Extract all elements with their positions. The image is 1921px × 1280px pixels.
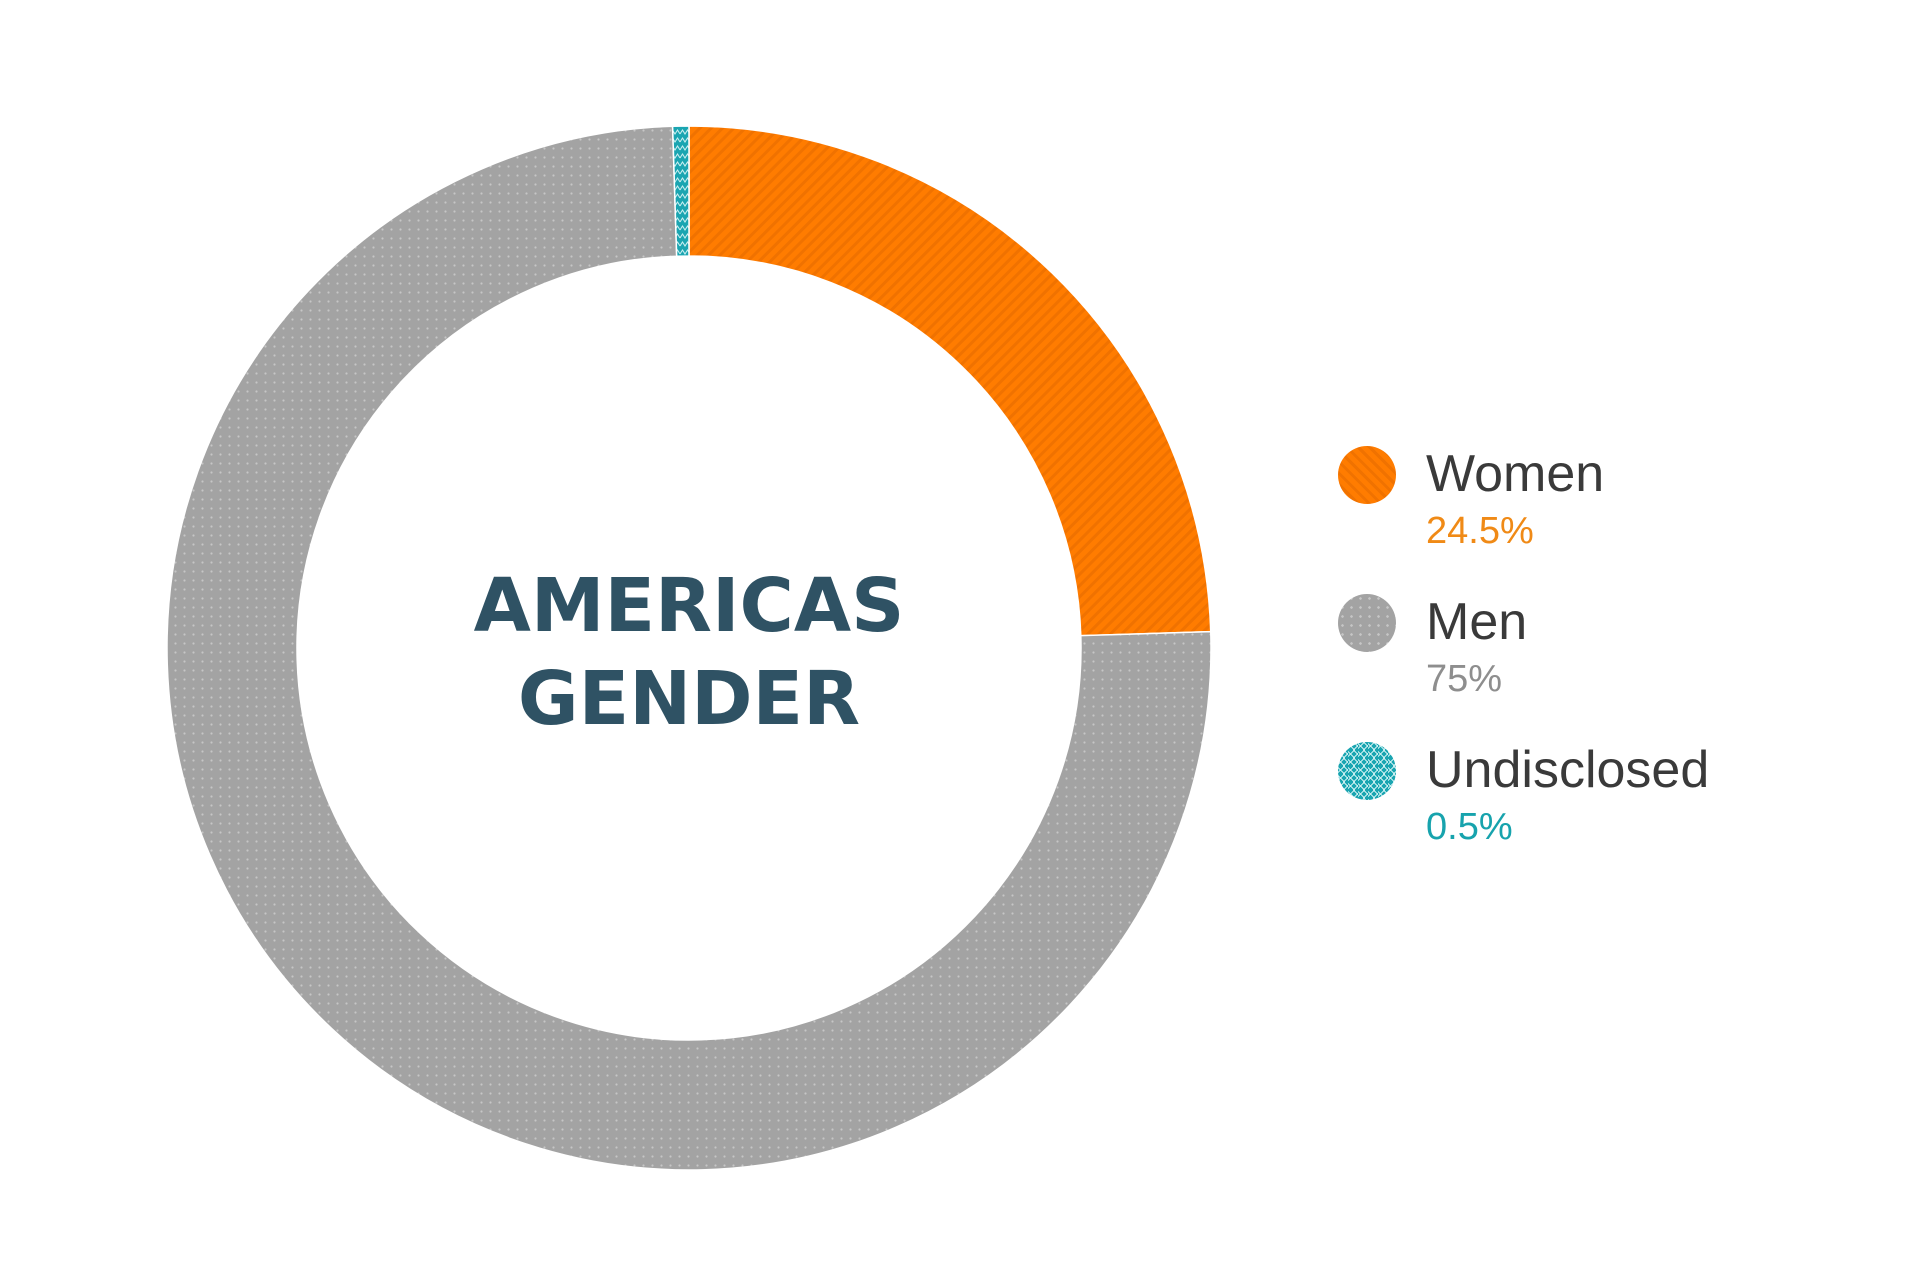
- donut-slices: [166, 125, 1212, 1171]
- legend-value-men: 75%: [1426, 658, 1503, 700]
- legend-value-women: 24.5%: [1426, 510, 1534, 552]
- legend-label-men: Men: [1426, 593, 1528, 651]
- slice-women: [688, 125, 1212, 637]
- legend-label-women: Women: [1426, 445, 1605, 503]
- legend-swatch-women-icon: [1338, 446, 1396, 504]
- legend-swatch-men-icon: [1338, 594, 1396, 652]
- legend-swatch-undisclosed-icon: [1338, 742, 1396, 800]
- center-title-line-2: GENDER: [518, 656, 860, 742]
- slice-undisclosed: [671, 125, 690, 257]
- legend-value-undisclosed: 0.5%: [1426, 806, 1513, 848]
- center-title-line-1: AMERICAS: [474, 563, 905, 649]
- legend-label-undisclosed: Undisclosed: [1426, 741, 1710, 799]
- slice-men: [166, 125, 1212, 1171]
